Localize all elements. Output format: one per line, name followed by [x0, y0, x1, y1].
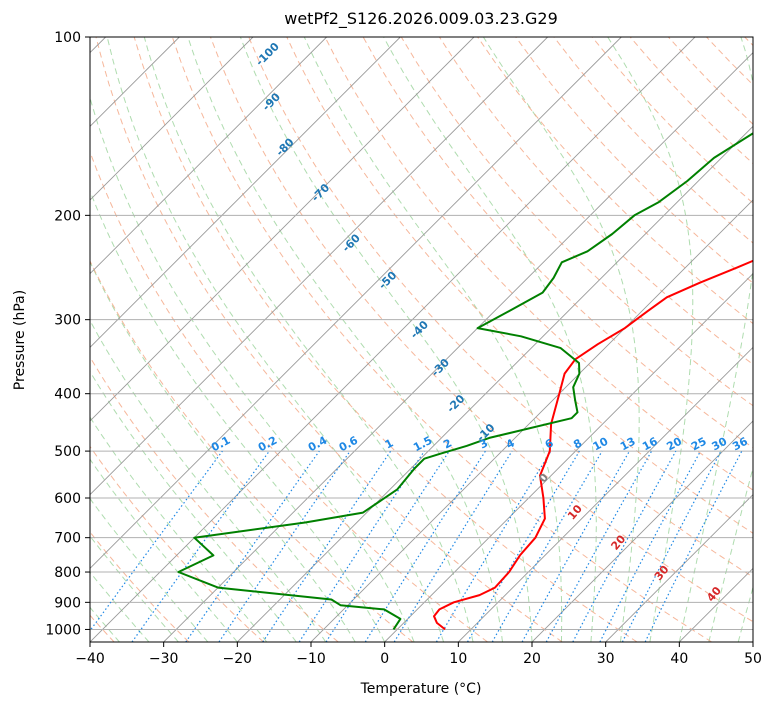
moist-adiabat — [303, 37, 563, 642]
isotherm — [384, 273, 753, 642]
x-tick-label: 10 — [449, 651, 467, 667]
isotherm — [90, 37, 548, 496]
moist-adiabat — [90, 458, 238, 642]
dry-adiabat — [171, 37, 712, 642]
dry-adiabats — [90, 37, 753, 642]
isotherm — [237, 125, 753, 642]
y-tick-label: 900 — [54, 595, 81, 611]
x-tick-label: 20 — [523, 651, 541, 667]
isobars — [90, 37, 753, 630]
y-axis-title: Pressure (hPa) — [12, 290, 28, 390]
mixing-ratio-line — [90, 450, 223, 632]
isotherm — [605, 494, 753, 642]
chart-title: wetPf2_S126.2026.009.03.23.G29 — [284, 9, 558, 29]
mixing-ratio-line — [393, 450, 513, 642]
moist-adiabat — [90, 497, 209, 642]
isotherm — [90, 37, 475, 422]
x-tick-label: 50 — [744, 651, 762, 667]
profile-lines — [177, 132, 753, 631]
y-tick-label: 600 — [54, 491, 81, 507]
moist-adiabat — [90, 319, 327, 642]
dry-adiabat — [90, 356, 339, 642]
mixing-ratio-line — [218, 450, 351, 642]
y-tick-label: 700 — [54, 531, 81, 547]
plot-area: 0.1 0.2 0.4 0.6 1 1.5 2 3 4 6 8 10 13 16 20 25 30 3601020… — [90, 37, 753, 642]
mixing-ratio-line — [185, 450, 320, 642]
y-tick-label: 800 — [54, 565, 81, 581]
y-tick-label: 200 — [54, 208, 81, 224]
isotherm — [90, 37, 622, 569]
moist-adiabat — [482, 37, 640, 642]
y-tick-label: 1000 — [45, 622, 81, 638]
dry-adiabat — [324, 37, 753, 491]
isotherm — [310, 199, 753, 642]
x-tick-label: −30 — [149, 651, 179, 667]
dry-adiabat — [133, 37, 638, 642]
x-tick-label: −20 — [223, 651, 253, 667]
dewpoint-line — [177, 132, 753, 630]
moist-adiabat — [90, 535, 179, 642]
mixing-ratio-label: 20 — [664, 435, 684, 454]
dry-adiabat — [515, 37, 753, 284]
y-tick-label: 500 — [54, 444, 81, 460]
dry-adiabat — [90, 445, 264, 642]
x-axis-ticks: −40 −30 −20 −10 0 10 20 30 40 50 — [75, 642, 762, 667]
x-tick-label: −40 — [75, 651, 105, 667]
mixing-ratio-label: 16 — [640, 435, 660, 454]
plot-frame — [89, 36, 754, 643]
x-tick-label: 0 — [380, 651, 389, 667]
mixing-ratio-label: 30 — [710, 435, 730, 454]
mixing-ratio-label: 10 — [591, 435, 611, 454]
isotherm — [531, 420, 753, 642]
moist-adiabat — [239, 37, 533, 642]
dry-adiabat — [210, 37, 753, 623]
moist-adiabat — [383, 37, 597, 642]
y-axis-ticks: 100 200 300 400 500 600 700 800 900 1000 — [45, 30, 90, 638]
moist-adiabat — [90, 416, 268, 642]
moist-adiabat — [90, 370, 297, 642]
mixing-ratio-label: 25 — [689, 435, 709, 454]
isotherm — [90, 37, 254, 201]
mixing-ratio-lines — [90, 450, 743, 642]
mixing-ratio-line — [298, 450, 425, 642]
x-axis-title: Temperature (°C) — [360, 681, 482, 697]
isotherm — [90, 37, 401, 348]
dry-adiabat — [248, 37, 753, 578]
dry-adiabat — [286, 37, 753, 534]
y-tick-label: 400 — [54, 387, 81, 403]
moist-adiabat — [737, 585, 753, 642]
isotherm — [458, 346, 753, 642]
moist-adiabat — [187, 37, 503, 642]
isotherm — [90, 37, 696, 642]
moist-adiabat — [90, 189, 386, 642]
isotherm — [163, 52, 753, 642]
temperature-line — [433, 259, 753, 631]
mixing-ratio-line — [521, 450, 631, 642]
x-tick-label: −10 — [296, 651, 326, 667]
dry-adiabat — [95, 37, 563, 642]
y-tick-label: 300 — [54, 313, 81, 329]
isotherms — [90, 37, 753, 642]
moist-adiabat — [607, 37, 694, 642]
moist-adiabat — [678, 37, 753, 642]
mixing-ratio-label: 13 — [618, 435, 638, 454]
isotherm — [90, 37, 327, 275]
x-tick-label: 30 — [597, 651, 615, 667]
mixing-ratio-line — [572, 450, 677, 642]
dry-adiabat — [90, 259, 414, 642]
mixing-ratio-label: 36 — [730, 435, 750, 454]
mixing-ratio-line — [644, 450, 743, 642]
moist-adiabat — [106, 37, 445, 642]
mixing-ratio-line — [325, 450, 450, 642]
mixing-ratio-line — [262, 450, 392, 642]
mixing-ratio-line — [131, 450, 270, 642]
y-tick-label: 100 — [54, 30, 81, 46]
x-tick-label: 40 — [670, 651, 688, 667]
mixing-ratio-line — [545, 450, 653, 642]
moist-adiabat — [708, 466, 753, 642]
